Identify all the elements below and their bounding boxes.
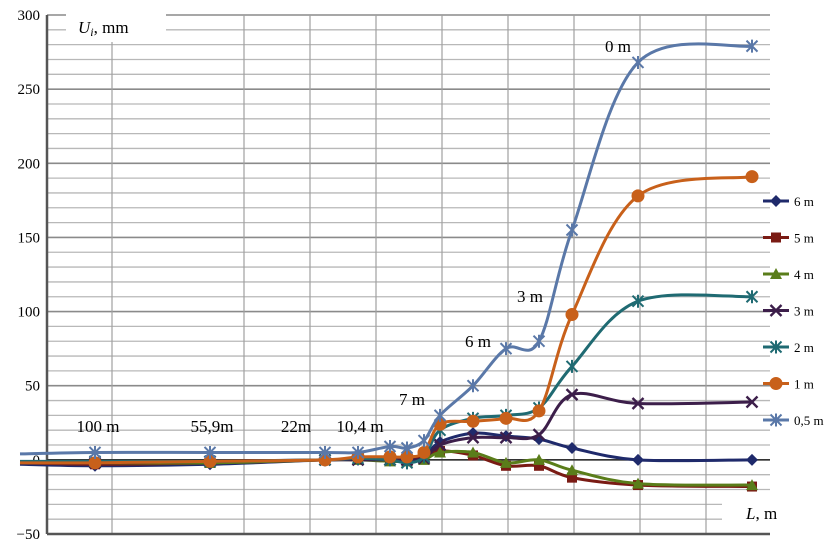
data-point (499, 411, 513, 425)
legend-label: 0,5 m (794, 413, 824, 428)
data-point (631, 397, 645, 410)
legend-label: 4 m (794, 267, 814, 282)
data-point (400, 441, 414, 455)
data-point (499, 431, 513, 444)
y-axis-label-background (66, 10, 166, 42)
data-point (566, 441, 578, 454)
data-point (466, 379, 480, 393)
data-point (351, 445, 365, 459)
data-point (567, 472, 577, 483)
data-point (534, 460, 544, 471)
y-axis-unit: , mm (94, 18, 129, 37)
data-point (433, 408, 447, 422)
data-point (565, 223, 579, 237)
series-0-5-m (19, 39, 759, 459)
legend: 6 m 5 m 4 m 3 m 2 m 1 m 0,5 m (763, 194, 824, 428)
data-point (631, 189, 645, 203)
annotation-label: 22m (281, 417, 311, 436)
y-axis-subscript: i (90, 25, 93, 39)
legend-item: 6 m (763, 194, 814, 209)
data-point (632, 477, 644, 489)
data-point (745, 170, 759, 184)
data-point (417, 434, 431, 448)
legend-item: 0,5 m (763, 413, 824, 428)
legend-label: 2 m (794, 340, 814, 355)
legend-label: 1 m (794, 377, 814, 392)
annotation-label: 0 m (605, 37, 631, 56)
data-point (566, 464, 578, 476)
y-axis-symbol: U (78, 18, 92, 37)
data-point (318, 445, 332, 459)
annotation-label: 7 m (399, 390, 425, 409)
data-point (565, 359, 579, 373)
y-axis-label: Ui, mm (78, 18, 129, 39)
data-point (631, 55, 645, 69)
data-point (771, 232, 781, 243)
annotation-label: 55,9m (191, 417, 234, 436)
data-point (532, 404, 546, 418)
annotation-label: 10,4 m (336, 417, 383, 436)
data-point (88, 445, 102, 459)
annotation-label: 3 m (517, 287, 543, 306)
data-point (769, 377, 783, 390)
legend-item: 4 m (763, 267, 814, 282)
data-point (565, 388, 579, 401)
legend-item: 3 m (763, 304, 814, 319)
y-tick-label: 100 (18, 305, 41, 321)
annotation-label: 6 m (465, 332, 491, 351)
legend-label: 6 m (794, 194, 814, 209)
data-point (467, 446, 479, 458)
x-axis-unit: , m (755, 504, 777, 523)
legend-item: 1 m (763, 377, 814, 392)
data-point (632, 453, 644, 466)
annotations: 100 m 55,9m 22m 10,4 m 7 m 6 m 3 m 0 m (77, 37, 631, 436)
data-point (746, 453, 758, 466)
data-point (499, 342, 513, 356)
series-group (19, 39, 759, 492)
grid (47, 14, 770, 535)
data-point (746, 479, 758, 491)
data-point (770, 268, 782, 279)
data-point (417, 445, 431, 459)
data-point (769, 340, 783, 354)
data-point (631, 294, 645, 308)
data-point (434, 446, 446, 458)
data-point (500, 456, 512, 468)
y-tick-label: −50 (17, 527, 40, 540)
legend-item: 2 m (763, 340, 814, 355)
x-axis-symbol: L (745, 504, 755, 523)
data-point (565, 308, 579, 322)
y-tick-label: 150 (18, 230, 41, 246)
data-point (770, 195, 782, 207)
data-point (745, 395, 759, 409)
data-point (769, 413, 783, 427)
data-point (466, 414, 480, 428)
y-tick-label: 300 (18, 8, 41, 24)
data-point (433, 438, 447, 452)
data-point (745, 39, 759, 53)
data-point (532, 334, 546, 348)
legend-label: 5 m (794, 231, 814, 246)
legend-label: 3 m (794, 304, 814, 319)
legend-item: 5 m (763, 231, 814, 246)
y-tick-label: 200 (18, 156, 41, 172)
data-point (769, 304, 783, 317)
series-1-m (19, 170, 759, 470)
y-tick-label: 50 (25, 379, 40, 395)
y-tick-label: 250 (18, 82, 41, 98)
data-point (203, 445, 217, 459)
annotation-label: 100 m (77, 417, 120, 436)
data-point (533, 453, 545, 465)
data-point (383, 440, 397, 454)
data-point (466, 431, 480, 444)
data-point (532, 428, 546, 441)
data-point (745, 290, 759, 304)
x-axis-label-background (722, 500, 792, 526)
x-axis-label: L, m (745, 504, 777, 523)
